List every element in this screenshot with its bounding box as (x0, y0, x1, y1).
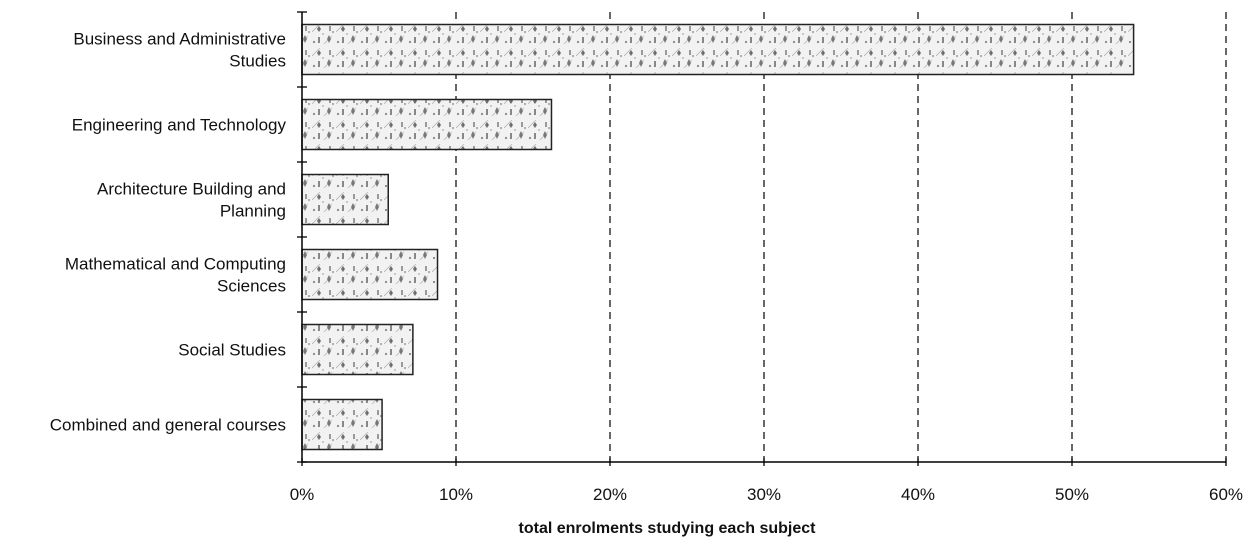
bar (301, 98, 553, 151)
category-label-line: Mathematical and Computing (65, 255, 286, 274)
x-tick-label: 0% (290, 485, 315, 504)
category-label-line: Sciences (217, 277, 286, 296)
x-tick-label: 50% (1055, 485, 1089, 504)
category-label-line: Social Studies (178, 341, 286, 360)
bar (301, 248, 439, 301)
x-tick-label: 40% (901, 485, 935, 504)
category-label: Business and Administrative Studies (73, 30, 286, 71)
category-label: Social Studies (178, 341, 286, 360)
category-label-line: Engineering and Technology (72, 116, 287, 135)
x-tick-label: 30% (747, 485, 781, 504)
x-tick-label: 60% (1209, 485, 1243, 504)
category-label: Engineering and Technology (72, 116, 287, 135)
category-label-line: Business and Administrative (73, 30, 286, 49)
labels: Business and Administrative Studies Engine… (50, 30, 1243, 505)
x-tick-label: 10% (439, 485, 473, 504)
bar (301, 173, 389, 226)
axes (297, 11, 1227, 466)
bar (301, 398, 383, 451)
category-label-line: Planning (220, 202, 286, 221)
category-label: Architecture Building and Planning (97, 180, 286, 221)
bar (301, 323, 414, 376)
bars (301, 23, 1135, 451)
gridlines (455, 12, 1227, 462)
bar (301, 23, 1135, 76)
category-label-line: Combined and general courses (50, 416, 286, 435)
x-axis-title: total enrolments studying each subject (519, 520, 817, 537)
category-label-line: Architecture Building and (97, 180, 286, 199)
x-tick-label: 20% (593, 485, 627, 504)
category-label: Combined and general courses (50, 416, 286, 435)
category-label: Mathematical and Computing Sciences (65, 255, 286, 296)
category-label-line: Studies (229, 52, 286, 71)
